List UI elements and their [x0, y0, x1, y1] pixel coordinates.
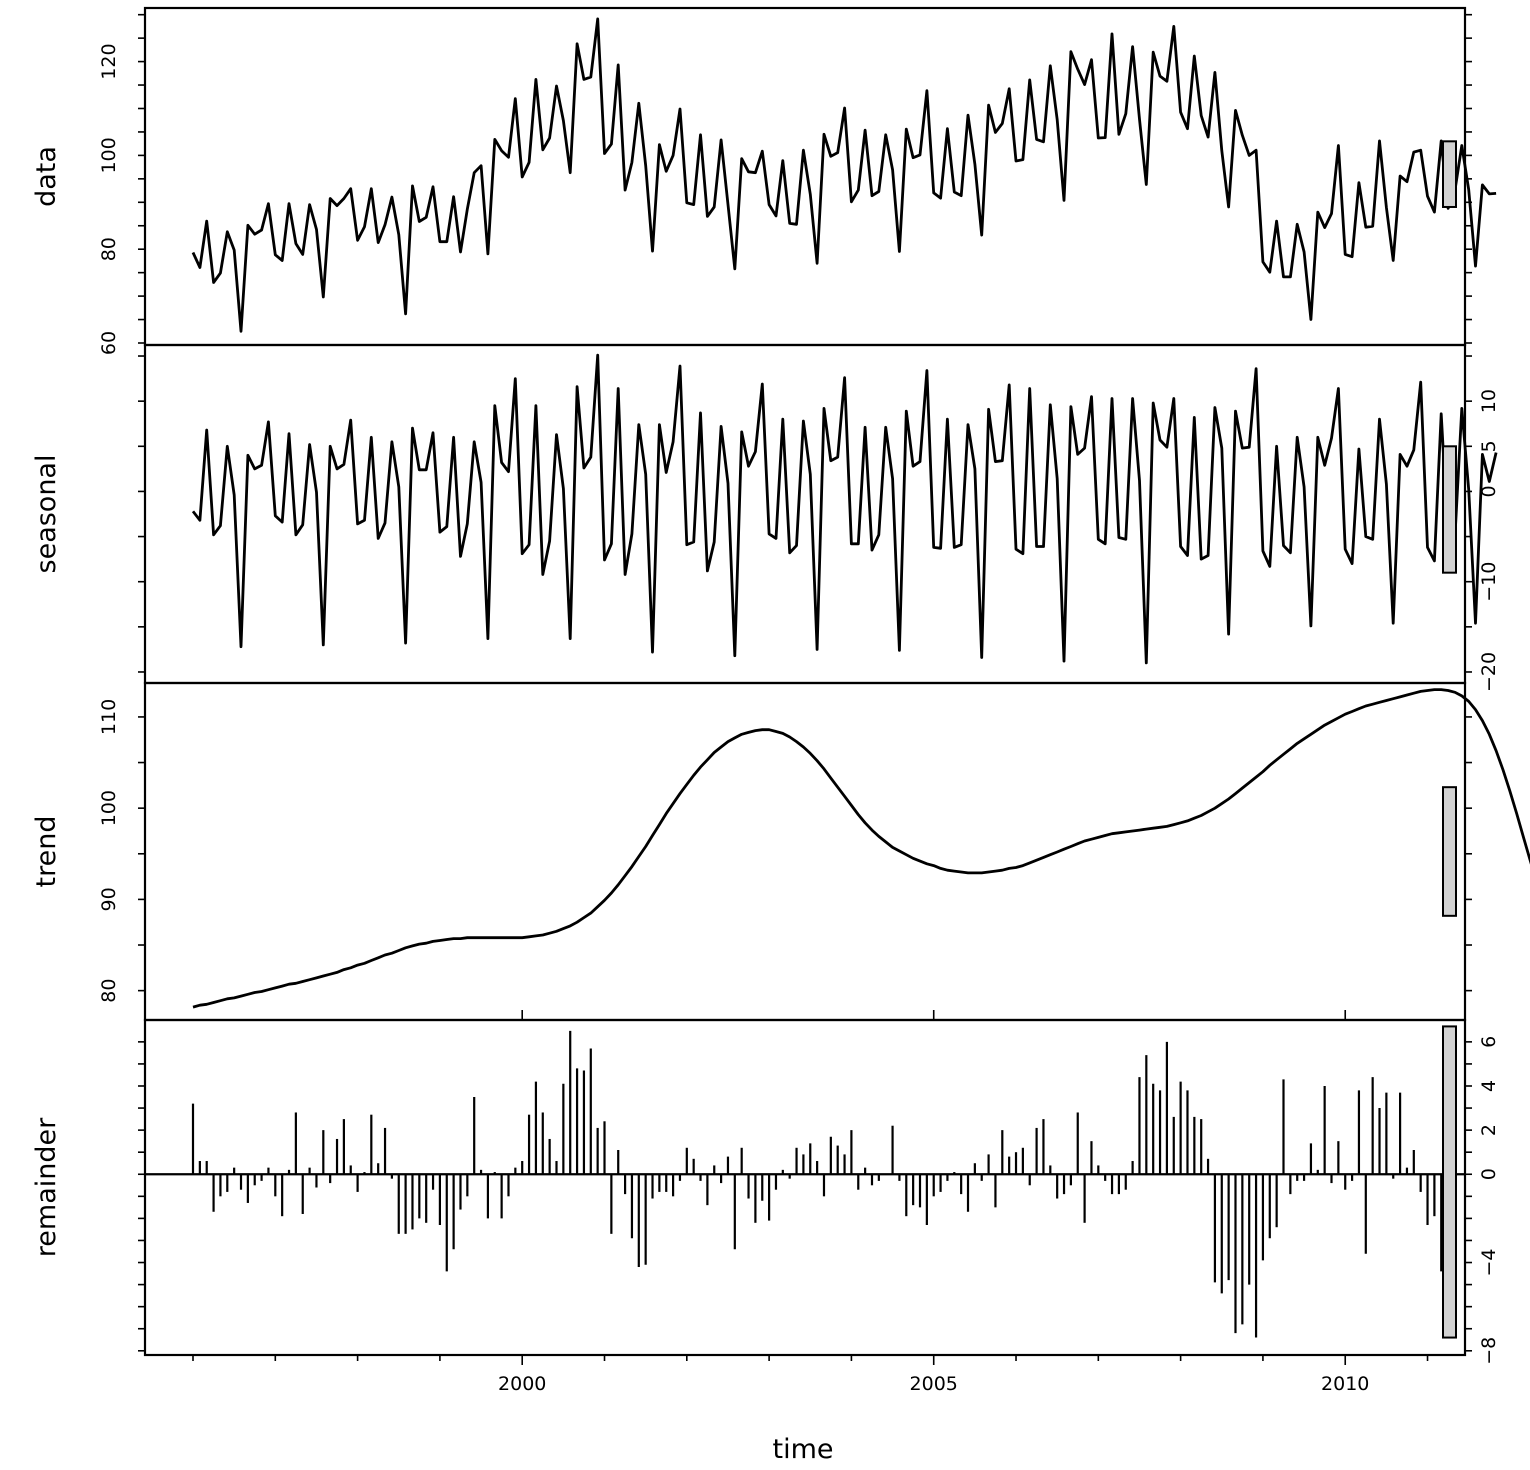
remainder-axis-title: remainder [31, 1117, 62, 1257]
data-tick-label: 80 [98, 237, 120, 261]
x-tick-label: 2010 [1321, 1373, 1369, 1395]
data-scale-bar [1442, 140, 1457, 208]
remainder-scale-bar [1442, 1025, 1457, 1339]
trend-scale-bar [1442, 786, 1457, 917]
data-axis-title: data [31, 146, 62, 207]
panel-remainder: remainder −8 −4 0 2 4 6 [31, 1018, 1500, 1365]
panel-trend: trend 80 90 100 110 [31, 681, 1530, 1022]
remainder-tick-label: −4 [1478, 1249, 1500, 1277]
trend-line [192, 688, 1530, 1009]
seasonal-tick-label: 5 [1478, 440, 1500, 452]
data-tick-label: 120 [98, 43, 120, 79]
data-tick-label: 100 [98, 137, 120, 173]
seasonal-scale-bar [1442, 445, 1457, 574]
x-tick-label: 2005 [910, 1373, 958, 1395]
x-axis-title: time [772, 1434, 833, 1465]
remainder-tick-label: 2 [1478, 1124, 1500, 1136]
remainder-tick-label: −8 [1478, 1337, 1500, 1365]
seasonal-frame [143, 343, 1467, 685]
remainder-tick-label: 4 [1478, 1080, 1500, 1092]
seasonal-line [191, 353, 1498, 665]
x-tick-label: 2000 [498, 1373, 546, 1395]
trend-tick-label: 90 [98, 887, 120, 911]
data-frame [143, 6, 1467, 347]
seasonal-tick-label: 10 [1478, 389, 1500, 413]
seasonal-axis-title: seasonal [31, 455, 62, 574]
data-tick-label: 60 [98, 331, 120, 355]
trend-tick-label: 80 [98, 979, 120, 1003]
panel-data: data 60 80 100 120 [31, 6, 1497, 355]
panel-seasonal: seasonal −20 −10 0 5 10 [31, 343, 1500, 692]
seasonal-tick-label: −10 [1478, 562, 1500, 602]
remainder-tick-label: 6 [1478, 1036, 1500, 1048]
panels-layer: data6080100120seasonal−20−100510trend809… [31, 6, 1530, 1365]
remainder-frame [143, 1018, 1467, 1357]
remainder-tick-label: 0 [1478, 1168, 1500, 1180]
trend-axis-title: trend [31, 816, 62, 888]
seasonal-tick-label: −20 [1478, 652, 1500, 692]
trend-tick-label: 110 [98, 699, 120, 735]
seasonal-tick-label: 0 [1478, 485, 1500, 497]
trend-tick-label: 100 [98, 790, 120, 826]
x-axis: 2000 2005 2010 [192, 1010, 1429, 1395]
data-line [191, 17, 1497, 333]
